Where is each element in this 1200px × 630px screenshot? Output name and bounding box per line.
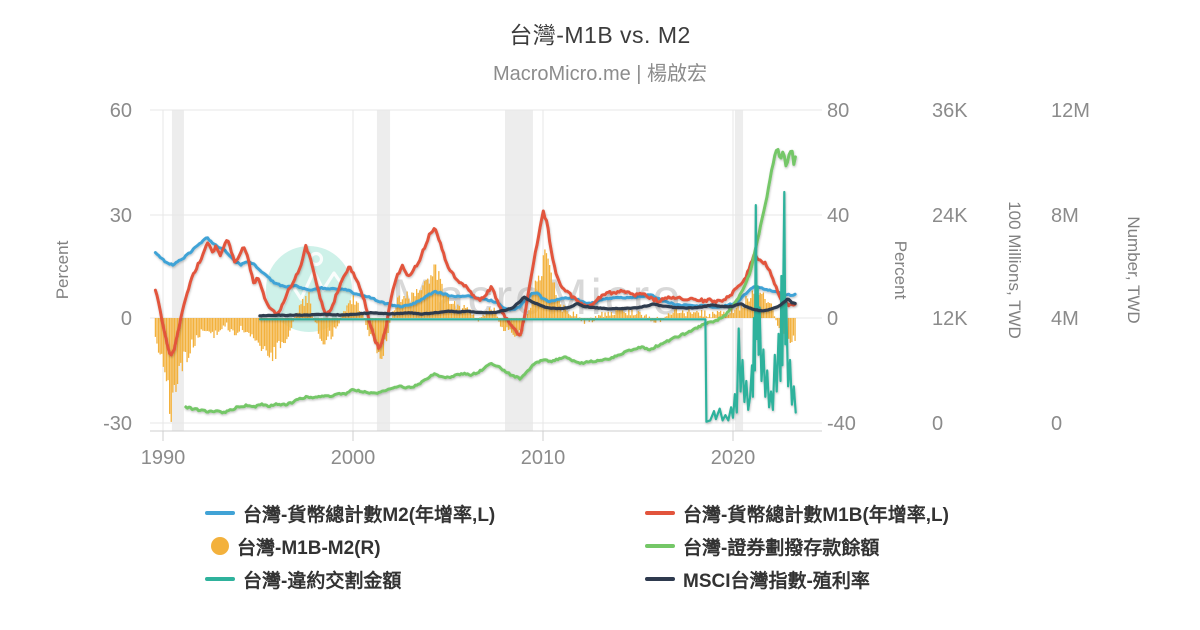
left-axis-tick: 30 bbox=[110, 205, 132, 227]
chart-title: 台灣-M1B vs. M2 bbox=[509, 22, 691, 48]
series-line-3 bbox=[184, 148, 797, 415]
left-axis-tick: 0 bbox=[121, 308, 132, 330]
x-axis-tick: 2010 bbox=[521, 447, 566, 469]
series-line-2 bbox=[153, 209, 797, 357]
legend-label-m1b: 台灣-貨幣總計數M1B(年增率,L) bbox=[683, 504, 949, 526]
right-100m-axis-title: 100 Millions, TWD bbox=[1005, 201, 1024, 339]
right-100m-tick: 0 bbox=[932, 413, 943, 435]
series-line-5 bbox=[258, 295, 797, 318]
right-100m-axis: 36K 24K 12K 0 100 Millions, TWD bbox=[932, 100, 1024, 435]
legend-marker-m2 bbox=[205, 511, 235, 515]
right-100m-tick: 12K bbox=[932, 308, 968, 330]
legend-label-msci-yield: MSCI台灣指數-殖利率 bbox=[683, 570, 870, 592]
legend-label-securities-deposit: 台灣-證券劃撥存款餘額 bbox=[683, 537, 880, 559]
chart-subtitle: MacroMicro.me | 楊啟宏 bbox=[492, 63, 708, 85]
legend-marker-msci-yield bbox=[645, 577, 675, 581]
legend-item-m1b[interactable]: 台灣-貨幣總計數M1B(年增率,L) bbox=[645, 500, 949, 526]
legend-label-default-settlement: 台灣-違約交割金額 bbox=[243, 570, 402, 592]
right-100m-tick: 24K bbox=[932, 205, 968, 227]
x-axis-tick: 2020 bbox=[711, 447, 756, 469]
recession-band bbox=[734, 110, 744, 431]
right-number-tick: 8M bbox=[1051, 205, 1079, 227]
legend-item-msci-yield[interactable]: MSCI台灣指數-殖利率 bbox=[645, 566, 870, 592]
legend-item-m2[interactable]: 台灣-貨幣總計數M2(年增率,L) bbox=[205, 500, 495, 526]
right-number-tick: 0 bbox=[1051, 413, 1062, 435]
right-percent-tick: -40 bbox=[827, 413, 856, 435]
right-number-axis: 12M 8M 4M 0 Number, TWD bbox=[1051, 100, 1143, 435]
plot-area[interactable] bbox=[150, 110, 822, 431]
left-axis-tick: 60 bbox=[110, 100, 132, 122]
recession-band bbox=[171, 110, 184, 431]
legend-item-securities-deposit[interactable]: 台灣-證券劃撥存款餘額 bbox=[645, 533, 879, 559]
legend-marker-securities-deposit bbox=[645, 544, 675, 548]
x-axis-tick: 2000 bbox=[331, 447, 376, 469]
series-line-4 bbox=[258, 190, 797, 423]
legend-item-m1b-m2-diff[interactable]: 台灣-M1B-M2(R) bbox=[205, 533, 381, 559]
legend-marker-m1b-m2-diff bbox=[211, 537, 229, 555]
right-percent-axis-title: Percent bbox=[891, 241, 910, 300]
right-percent-axis: 80 40 0 -40 Percent bbox=[827, 100, 910, 435]
left-axis-tick: -30 bbox=[103, 413, 132, 435]
x-axis-tick: 1990 bbox=[141, 447, 186, 469]
right-percent-tick: 0 bbox=[827, 308, 838, 330]
series-layer bbox=[153, 148, 797, 423]
right-number-axis-title: Number, TWD bbox=[1124, 216, 1143, 323]
right-100m-tick: 36K bbox=[932, 100, 968, 122]
left-percent-axis: 60 30 0 -30 Percent bbox=[53, 100, 132, 435]
legend-label-m1b-m2-diff: 台灣-M1B-M2(R) bbox=[237, 537, 381, 559]
x-axis: 1990 2000 2010 2020 bbox=[141, 430, 822, 469]
legend-label-m2: 台灣-貨幣總計數M2(年增率,L) bbox=[243, 504, 496, 526]
left-axis-title: Percent bbox=[53, 240, 72, 299]
legend-marker-default-settlement bbox=[205, 577, 235, 581]
legend-marker-m1b bbox=[645, 511, 675, 515]
legend-item-default-settlement[interactable]: 台灣-違約交割金額 bbox=[205, 566, 401, 592]
right-percent-tick: 40 bbox=[827, 205, 849, 227]
right-percent-tick: 80 bbox=[827, 100, 849, 122]
right-number-tick: 4M bbox=[1051, 308, 1079, 330]
right-number-tick: 12M bbox=[1051, 100, 1090, 122]
